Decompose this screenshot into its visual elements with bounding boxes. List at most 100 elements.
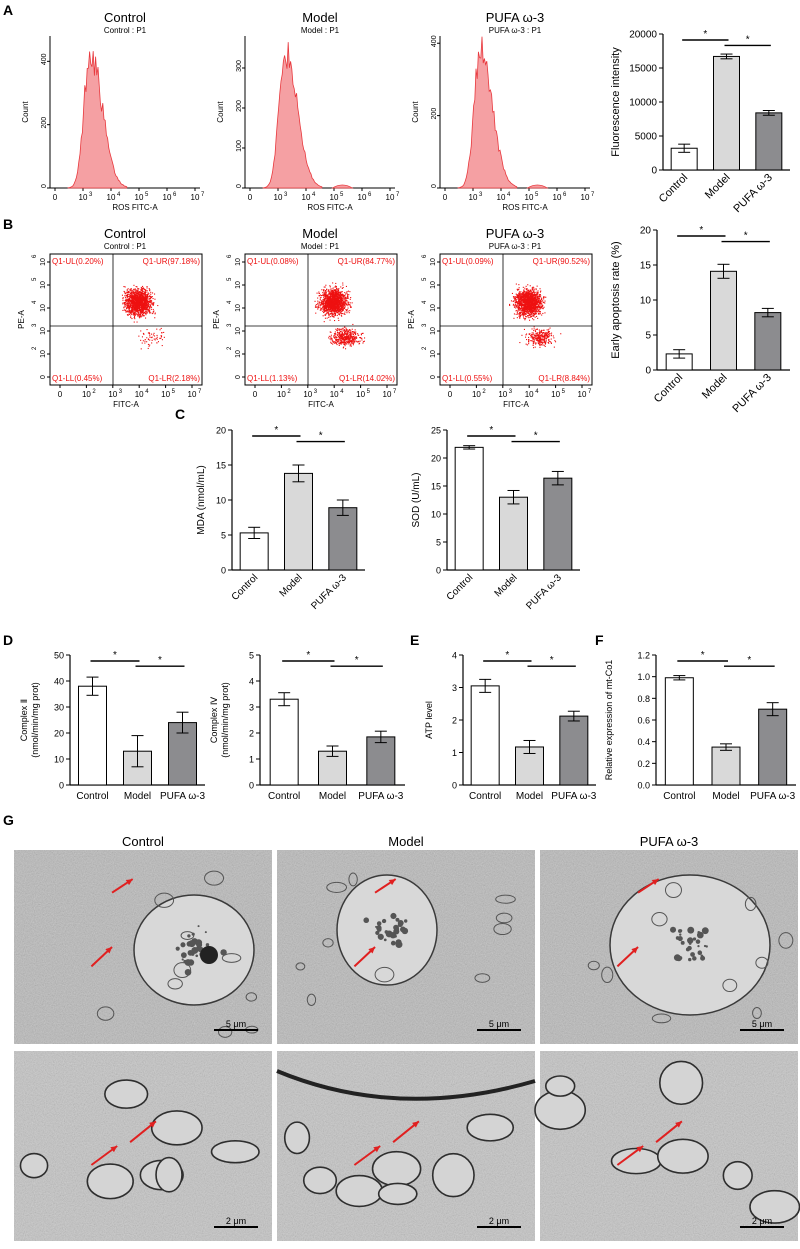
bar-chart-y-tick-label: 3 xyxy=(452,683,457,693)
bar-chart-y-tick-label: 2 xyxy=(249,729,254,739)
bar-chart-y-tick-label: 10 xyxy=(54,755,64,765)
bar-pufa xyxy=(366,736,396,786)
histogram-x-tick-label: 0 xyxy=(53,193,58,202)
bar-chart-x-tick-label: PUFA ω-3 xyxy=(731,172,775,216)
histogram-x-label: ROS FITC-A xyxy=(307,203,353,212)
tem-mitochondrion xyxy=(474,973,491,983)
histogram-x-tick-exponent: 7 xyxy=(591,192,595,198)
bar-chart-y-label: Complex Ⅱ xyxy=(19,699,29,741)
histogram-x-tick-exponent: 3 xyxy=(479,192,483,198)
bar-pufa xyxy=(559,715,589,786)
scatter-x-tick-label: 10 xyxy=(188,390,197,399)
bar-chart-y-tick-label: 20 xyxy=(216,426,226,436)
tem-chromatin-spot xyxy=(687,926,695,934)
tem-mitochondrion xyxy=(778,932,794,949)
histogram-subtitle: Model : P1 xyxy=(301,26,340,35)
scatter-point-cloud xyxy=(314,282,366,350)
tem-chromatin-spot xyxy=(376,921,382,926)
tem-image-low-mag-model: 5 μm xyxy=(277,850,535,1044)
tem-mitochondrion xyxy=(86,1163,134,1200)
panel-label-g: G xyxy=(3,812,14,828)
tem-mitochondrion xyxy=(167,978,183,990)
sod-bar-chart: 0 5 10 15 20 25 SOD (U/mL) Control Model PUFA ω-3… xyxy=(411,425,580,612)
bar-chart-y-tick-label: 0.2 xyxy=(637,759,650,769)
tem-scale-label: 2 μm xyxy=(226,1216,246,1226)
bar-chart-x-tick-label: Control xyxy=(652,372,686,406)
scatter-x-tick-exponent: 3 xyxy=(509,389,513,395)
tem-nuclear-envelope xyxy=(276,1069,536,1101)
tem-mitochondrion xyxy=(245,992,258,1002)
scatter-y-tick-label: 10 xyxy=(235,350,242,358)
quadrant-ll-label: Q1-LL(0.45%) xyxy=(52,374,103,383)
scatter-x-tick-exponent: 5 xyxy=(562,389,566,395)
scatter-y-tick-label: 10 xyxy=(40,350,47,358)
tem-nucleus xyxy=(336,874,438,986)
scatter-y-tick-exponent: 2 xyxy=(32,346,38,350)
tem-chromatin-spot xyxy=(395,941,403,949)
histogram-distribution xyxy=(67,51,128,189)
scatter-frame xyxy=(439,253,593,386)
bar-chart-y-tick-label: 2 xyxy=(452,716,457,726)
bar-chart-y-tick-label: 3 xyxy=(249,703,254,713)
scatter-y-tick-exponent: 4 xyxy=(32,300,38,304)
histogram-title: Control xyxy=(104,10,146,25)
scatter-title: Model xyxy=(302,226,338,241)
scatter-x-tick-label: 10 xyxy=(303,390,312,399)
complex-ii-bar-chart: 0 10 20 30 40 50 Complex Ⅱ (nmol/min/mg prot) Co… xyxy=(19,650,205,802)
tem-title-model: Model xyxy=(388,834,424,849)
quadrant-ur-label: Q1-UR(90.52%) xyxy=(533,257,591,266)
significance-star: * xyxy=(505,650,509,661)
tem-mitochondrion xyxy=(154,892,175,908)
panel-label-d: D xyxy=(3,632,14,648)
tem-chromatin-spot xyxy=(703,944,707,948)
histogram-secondary-peak xyxy=(331,184,354,189)
tem-chromatin-spot xyxy=(397,920,404,926)
tem-mitochondrion xyxy=(377,1182,418,1206)
bar-chart-y-tick-label: 1.2 xyxy=(637,651,650,661)
bar-chart-y-tick-label: 0 xyxy=(59,781,64,791)
scatter-y-label: PE-A xyxy=(407,310,416,329)
histogram-x-tick-label: 10 xyxy=(469,193,478,202)
tem-mitochondrion xyxy=(295,962,306,971)
tem-mitochondrion xyxy=(371,1150,422,1187)
scatter-x-tick-label: 10 xyxy=(383,390,392,399)
bar-chart-x-tick-label: PUFA ω-3 xyxy=(730,372,774,415)
bar-chart-y-tick-label: 20 xyxy=(640,226,652,237)
significance-star: * xyxy=(744,231,748,242)
tem-scale-label: 2 μm xyxy=(752,1216,772,1226)
scatter-x-tick-exponent: 3 xyxy=(314,389,318,395)
tem-mitochondrion xyxy=(493,922,512,936)
tem-mitochondrion xyxy=(466,1113,515,1142)
bar-model xyxy=(499,496,528,571)
histogram-x-tick-exponent: 3 xyxy=(284,192,288,198)
bar-chart-y-tick-label: 40 xyxy=(54,677,64,687)
scatter-x-tick-exponent: 4 xyxy=(340,389,344,395)
tem-chromatin-spot xyxy=(395,927,400,932)
bar-chart-y-tick-label: 15000 xyxy=(629,64,657,75)
scatter-y-tick-label: 10 xyxy=(430,350,437,358)
scatter-y-tick-exponent: 2 xyxy=(422,346,428,350)
tem-mitochondrion xyxy=(656,1138,709,1174)
tem-red-arrow-head xyxy=(631,947,639,954)
tem-mitochondrion xyxy=(221,953,242,963)
tem-mitochondrion xyxy=(19,1152,49,1179)
bar-pufa xyxy=(758,708,788,786)
bar-chart-y-tick-label: 10 xyxy=(216,496,226,506)
histogram-x-tick-exponent: 7 xyxy=(201,192,205,198)
tem-chromatin-spot xyxy=(696,931,704,939)
bar-control xyxy=(470,685,500,786)
bar-model xyxy=(710,270,737,371)
histogram-x-tick-exponent: 6 xyxy=(368,192,372,198)
significance-star: * xyxy=(699,225,703,236)
histogram-y-tick-label: 100 xyxy=(236,140,243,152)
tem-micrograph-grid: 5 μm 5 μm 5 μm 2 μm 2 μm 2 μm xyxy=(14,850,800,1241)
scatter-title: Control xyxy=(104,226,146,241)
histogram-x-tick-exponent: 4 xyxy=(117,192,121,198)
bar-chart-y-tick-label: 30 xyxy=(54,703,64,713)
scatter-y-tick-label: 0 xyxy=(430,375,437,379)
tem-mitochondrion xyxy=(722,1160,753,1191)
tem-chromatin-spot xyxy=(679,933,682,936)
